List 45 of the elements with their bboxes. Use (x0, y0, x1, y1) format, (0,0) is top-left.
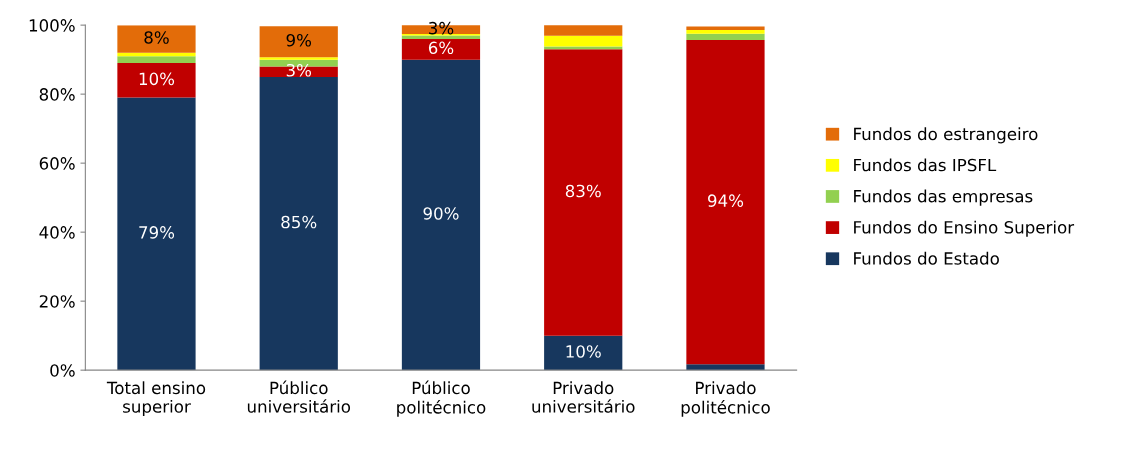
bar (686, 29, 765, 34)
data-label: 6% (428, 41, 454, 55)
data-label: 83% (565, 184, 601, 198)
data-label: 79% (139, 226, 175, 239)
bar (401, 59, 481, 371)
bar (259, 76, 338, 371)
data-label: 3% (429, 21, 454, 35)
x-tick-label: Privado politécnico (681, 381, 770, 417)
x-tick-label: Público politécnico (397, 380, 486, 417)
bar (259, 26, 338, 58)
data-label: 10% (566, 345, 601, 358)
legend-label: Fundos do Ensino Superior (854, 220, 1075, 237)
y-tick-label: 60% (39, 157, 75, 170)
legend-label: Fundos do estrangeiro (854, 127, 1038, 144)
bar (544, 35, 623, 47)
bar (544, 49, 623, 336)
bar (259, 57, 338, 60)
y-tick-label: 100% (29, 19, 75, 32)
data-label: 3% (286, 63, 312, 77)
bar (117, 25, 196, 53)
x-tick-label: Total ensino superior (106, 381, 206, 417)
legend-label: Fundos das IPSFL (854, 158, 997, 172)
y-tick-label: 20% (39, 295, 75, 308)
bar (117, 63, 196, 98)
bar (117, 97, 196, 371)
bar (401, 38, 481, 60)
legend-label: Fundos das empresas (854, 189, 1033, 206)
bar (686, 364, 765, 371)
data-label: 9% (286, 33, 312, 47)
y-tick-label: 80% (39, 88, 75, 101)
data-label: 90% (423, 207, 459, 220)
x-tick-label: Público universitário (247, 380, 351, 413)
legend-label: Fundos do Estado (854, 251, 999, 265)
y-tick-label: 0% (50, 364, 75, 377)
bar (686, 33, 765, 40)
data-label: 94% (708, 194, 744, 207)
y-tick-label: 40% (39, 226, 75, 239)
data-label: 10% (139, 72, 175, 86)
bar (117, 56, 196, 64)
data-label: 85% (281, 215, 317, 229)
bar (544, 25, 623, 36)
bar (686, 39, 765, 365)
bar (544, 335, 623, 371)
data-label: 8% (144, 31, 169, 44)
x-tick-label: Privado universitário (532, 381, 635, 413)
